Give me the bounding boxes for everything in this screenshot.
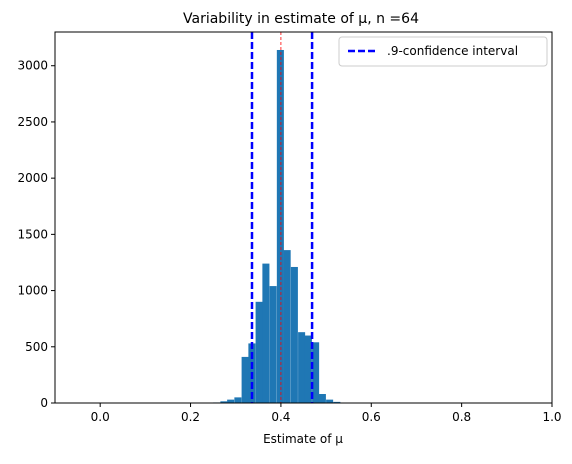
chart-title: Variability in estimate of μ, n =64 — [183, 11, 419, 27]
plot-frame — [54, 31, 553, 404]
x-tick-label: 1.0 — [542, 410, 561, 424]
histogram-bar-6 — [255, 301, 263, 403]
legend-label: .9-confidence interval — [387, 44, 518, 58]
y-tick-label: 1000 — [17, 284, 48, 298]
histogram-bar-11 — [290, 266, 298, 403]
y-tick-label: 3000 — [17, 59, 48, 73]
histogram-bar-7 — [262, 263, 270, 403]
y-tick-label: 0 — [40, 396, 48, 410]
x-axis: 0.0 0.2 0.4 0.6 0.8 1.0 — [91, 403, 562, 424]
reference-lines-layer — [250, 32, 314, 403]
x-tick-label: 0.8 — [452, 410, 471, 424]
histogram-bar-2 — [227, 399, 235, 403]
y-tick-label: 1500 — [17, 227, 48, 241]
x-tick-label: 0.2 — [181, 410, 200, 424]
histogram-bar-13 — [304, 335, 312, 403]
x-tick-label: 0.0 — [91, 410, 110, 424]
x-tick-label: 0.6 — [362, 410, 381, 424]
histogram-bar-12 — [298, 332, 306, 403]
legend-box — [338, 36, 548, 67]
histogram-bar-10 — [283, 250, 291, 403]
y-tick-label: 2500 — [17, 115, 48, 129]
histogram-bar-16 — [326, 399, 334, 403]
histogram-bar-15 — [318, 394, 326, 403]
y-axis: 0 500 1000 1500 2000 2500 3000 — [17, 59, 55, 410]
histogram-bar-3 — [234, 397, 242, 403]
histogram-bar-17 — [333, 401, 341, 403]
x-tick-label: 0.4 — [271, 410, 290, 424]
histogram-bar-4 — [241, 356, 249, 403]
y-tick-label: 500 — [25, 340, 48, 354]
histogram-bar-1 — [220, 401, 228, 403]
bars-layer — [213, 49, 341, 403]
legend: .9-confidence interval — [338, 36, 548, 67]
histogram-bar-14 — [312, 342, 320, 403]
y-tick-label: 2000 — [17, 171, 48, 185]
histogram-bar-9 — [276, 49, 284, 403]
histogram-bar-8 — [269, 286, 277, 403]
x-axis-label: Estimate of μ — [263, 432, 343, 446]
